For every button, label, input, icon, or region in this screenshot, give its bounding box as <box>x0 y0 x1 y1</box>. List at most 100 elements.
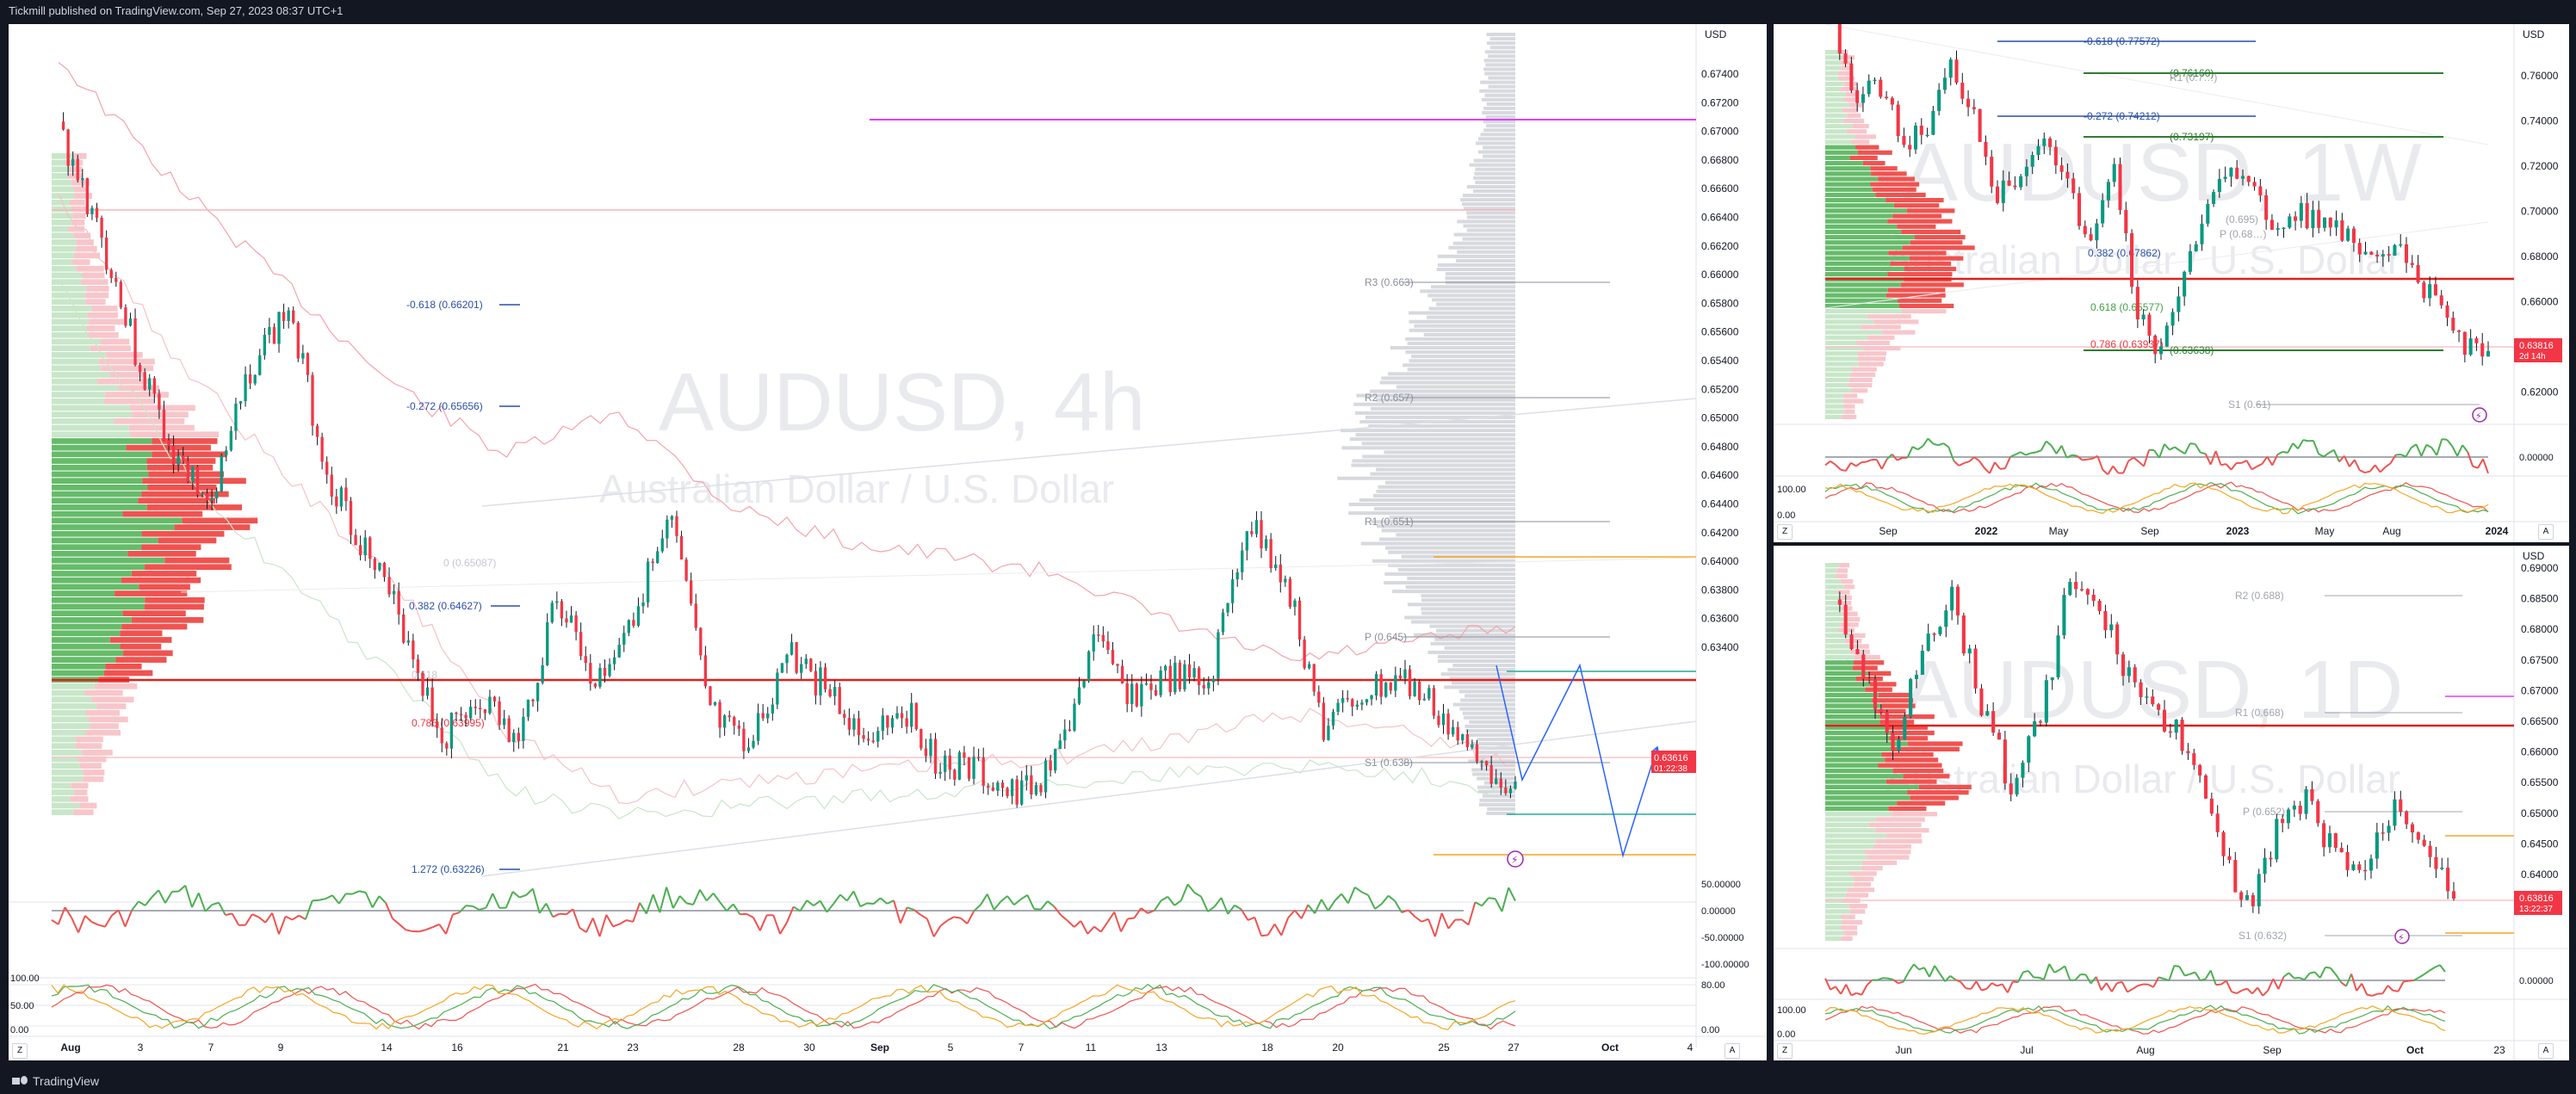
candle-bear[interactable] <box>1896 104 1900 137</box>
daily-chart-canvas[interactable]: AUDUSD, 1D Australian Dollar / U.S. Doll… <box>1774 546 2569 1060</box>
candle-bull[interactable] <box>2200 223 2204 244</box>
candle-bear[interactable] <box>335 496 338 507</box>
candle-bear[interactable] <box>373 559 377 571</box>
candle-bear[interactable] <box>2130 232 2134 287</box>
candle-bear[interactable] <box>397 590 400 615</box>
candle-bear[interactable] <box>2404 244 2409 263</box>
candle-bear[interactable] <box>1111 650 1115 664</box>
candle-bear[interactable] <box>2269 219 2274 230</box>
candle-bear[interactable] <box>325 461 329 475</box>
candle-bear[interactable] <box>651 561 654 564</box>
candle-bear[interactable] <box>1288 578 1292 608</box>
candle-bull[interactable] <box>2188 250 2192 272</box>
candle-bear[interactable] <box>138 364 142 373</box>
candle-bear[interactable] <box>1849 63 1854 90</box>
candle-bull[interactable] <box>1427 688 1431 699</box>
candle-bull[interactable] <box>1087 651 1091 681</box>
candle-bull[interactable] <box>2174 720 2178 733</box>
candle-bear[interactable] <box>507 718 511 743</box>
candle-bear[interactable] <box>2162 709 2167 732</box>
candle-bear[interactable] <box>2203 775 2208 799</box>
candle-bear[interactable] <box>167 440 170 446</box>
daily-chart-pane[interactable]: AUDUSD, 1D Australian Dollar / U.S. Doll… <box>1774 546 2569 1060</box>
candle-bear[interactable] <box>1000 782 1005 788</box>
candle-bear[interactable] <box>2474 338 2479 343</box>
candle-bull[interactable] <box>2183 271 2187 297</box>
candle-bull[interactable] <box>1942 77 1947 90</box>
candle-bear[interactable] <box>857 718 861 736</box>
candle-bear[interactable] <box>574 615 578 633</box>
candle-bear[interactable] <box>905 718 908 727</box>
candle-bull[interactable] <box>1211 678 1216 683</box>
candle-bear[interactable] <box>330 474 333 497</box>
candle-bear[interactable] <box>2328 217 2332 228</box>
candle-bear[interactable] <box>2007 180 2011 186</box>
candle-bear[interactable] <box>579 632 583 657</box>
candle-bear[interactable] <box>1890 97 1894 105</box>
d-candles[interactable] <box>1837 572 2456 914</box>
candle-bear[interactable] <box>2124 209 2128 233</box>
candle-bear[interactable] <box>368 537 372 559</box>
candle-bear[interactable] <box>953 770 957 780</box>
candle-bull[interactable] <box>627 620 630 634</box>
candle-bear[interactable] <box>2192 753 2196 765</box>
candle-bull[interactable] <box>957 752 962 780</box>
event-marker-icon[interactable] <box>1507 850 1524 868</box>
candle-bear[interactable] <box>1873 679 1878 709</box>
candle-bear[interactable] <box>761 713 765 719</box>
candle-bull[interactable] <box>215 491 219 499</box>
candle-bull[interactable] <box>2177 296 2181 312</box>
candle-bull[interactable] <box>1144 683 1149 685</box>
candle-bull[interactable] <box>536 683 540 702</box>
candle-bull[interactable] <box>2327 833 2332 848</box>
candle-bull[interactable] <box>2206 203 2210 224</box>
candle-bull[interactable] <box>1514 782 1517 789</box>
candle-bear[interactable] <box>963 752 966 758</box>
candle-bull[interactable] <box>895 713 899 719</box>
candle-bear[interactable] <box>924 748 928 757</box>
candle-bear[interactable] <box>205 493 209 501</box>
candle-bull[interactable] <box>502 718 506 726</box>
candle-bull[interactable] <box>2351 864 2356 870</box>
candle-bear[interactable] <box>2246 176 2251 182</box>
candle-bear[interactable] <box>1843 53 1848 64</box>
candle-bear[interactable] <box>344 487 348 502</box>
candle-bull[interactable] <box>148 378 152 390</box>
candle-bull[interactable] <box>2286 809 2291 824</box>
main-time-axis[interactable]: Aug 3 7 9 14 16 21 23 28 30 Sep 5 7 11 13 18 20 25 27 Oct 4 <box>60 1041 1693 1054</box>
candle-bull[interactable] <box>833 687 837 697</box>
candle-bear[interactable] <box>430 687 434 722</box>
candle-bear[interactable] <box>1097 634 1100 636</box>
candle-bear[interactable] <box>2074 582 2078 590</box>
candle-bear[interactable] <box>2186 751 2190 754</box>
candle-bull[interactable] <box>890 718 895 728</box>
candle-bull[interactable] <box>1938 627 1942 634</box>
candle-bear[interactable] <box>920 729 923 749</box>
candle-bull[interactable] <box>929 739 932 757</box>
candle-bear[interactable] <box>1954 59 1959 83</box>
candle-bull[interactable] <box>608 664 611 677</box>
candle-bear[interactable] <box>2445 305 2449 318</box>
candle-bull[interactable] <box>2387 825 2391 833</box>
main-chart-canvas[interactable]: AUDUSD, 4h Australian Dollar / U.S. Doll… <box>9 24 1767 1060</box>
candle-bear[interactable] <box>1489 765 1493 784</box>
candle-bear[interactable] <box>2151 696 2155 705</box>
candle-bull[interactable] <box>1331 712 1335 726</box>
candle-bear[interactable] <box>1049 760 1052 771</box>
candle-bull[interactable] <box>1241 550 1244 572</box>
candle-bull[interactable] <box>425 687 430 696</box>
candle-bull[interactable] <box>2036 145 2040 156</box>
candle-bull[interactable] <box>2311 209 2315 229</box>
candle-bull[interactable] <box>790 642 794 655</box>
candle-bull[interactable] <box>996 782 1000 791</box>
candle-bear[interactable] <box>115 278 118 282</box>
candle-bear[interactable] <box>479 708 482 710</box>
candle-bear[interactable] <box>589 663 592 684</box>
candle-bull[interactable] <box>1082 680 1086 688</box>
candle-bull[interactable] <box>1164 665 1167 671</box>
candle-bull[interactable] <box>656 551 659 564</box>
candle-bull[interactable] <box>2288 216 2292 228</box>
candle-bull[interactable] <box>1025 775 1028 781</box>
candle-bull[interactable] <box>1020 780 1024 805</box>
w-auto-scale-button[interactable]: A <box>2538 524 2554 540</box>
